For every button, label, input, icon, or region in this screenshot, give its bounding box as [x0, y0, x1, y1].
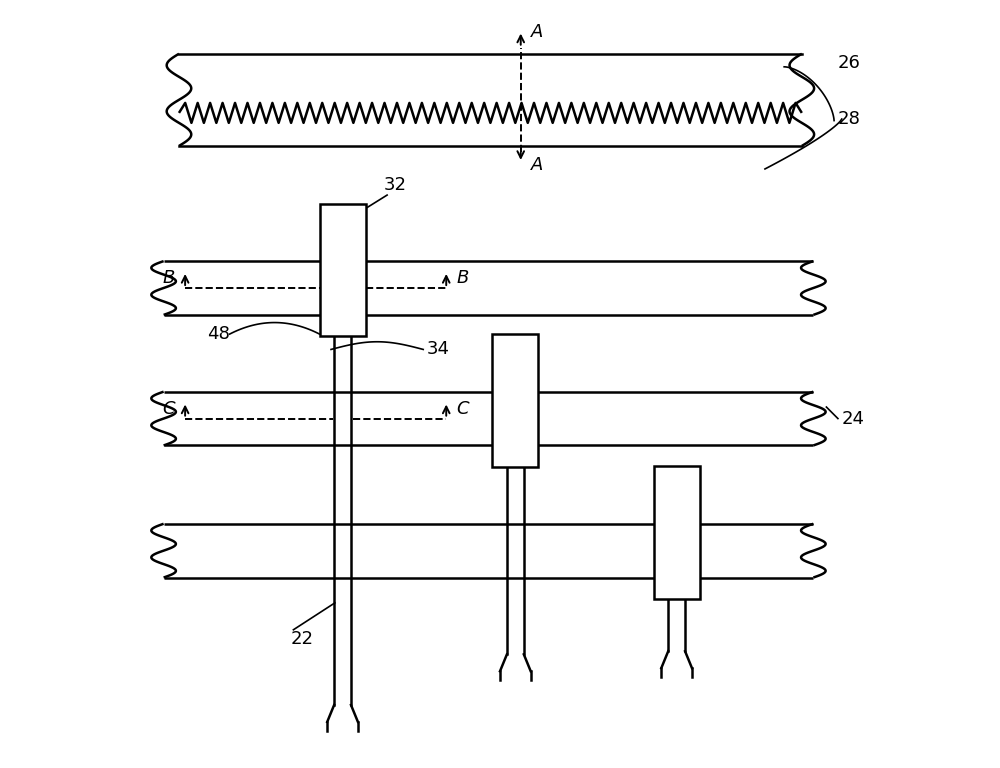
- Text: 48: 48: [207, 325, 229, 343]
- Text: 24: 24: [842, 409, 865, 428]
- Text: 34: 34: [427, 340, 450, 359]
- Text: A: A: [531, 23, 543, 41]
- Bar: [320, 204, 366, 336]
- Bar: [654, 466, 700, 599]
- Text: C: C: [456, 399, 469, 418]
- Text: 26: 26: [838, 54, 861, 72]
- Text: B: B: [456, 269, 469, 287]
- Text: 22: 22: [291, 630, 314, 648]
- Text: 28: 28: [838, 110, 861, 128]
- Text: B: B: [163, 269, 175, 287]
- Text: C: C: [163, 399, 175, 418]
- Text: 32: 32: [383, 176, 406, 194]
- Bar: [492, 334, 538, 467]
- Text: A: A: [531, 156, 543, 174]
